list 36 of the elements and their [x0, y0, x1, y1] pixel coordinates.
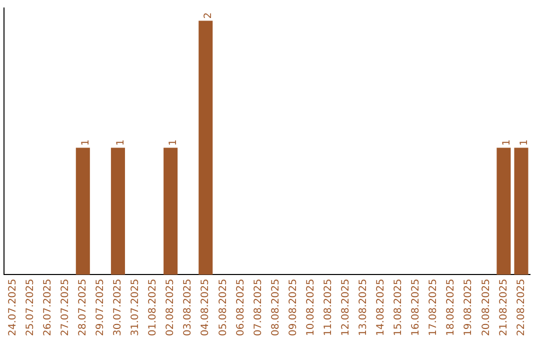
x-tick-label: 26.07.2025 — [42, 278, 54, 336]
x-tick-label: 08.08.2025 — [270, 278, 282, 336]
x-tick-label: 07.08.2025 — [252, 278, 264, 336]
x-tick-label: 05.08.2025 — [218, 278, 229, 336]
x-tick-label: 22.08.2025 — [516, 278, 527, 336]
data-label: 1 — [168, 139, 180, 146]
data-label: 1 — [501, 139, 512, 146]
x-tick-label: 31.07.2025 — [130, 278, 142, 336]
data-label: 1 — [518, 139, 530, 146]
x-tick-label: 10.08.2025 — [305, 278, 316, 336]
x-tick-label: 20.08.2025 — [480, 278, 492, 336]
x-tick-label: 30.07.2025 — [112, 278, 124, 336]
x-tick-label: 02.08.2025 — [165, 278, 176, 336]
x-tick-label: 28.07.2025 — [77, 278, 88, 336]
x-tick-label: 01.08.2025 — [148, 278, 159, 336]
x-tick-label: 29.07.2025 — [95, 278, 106, 336]
x-tick-label: 15.08.2025 — [393, 278, 404, 336]
x-tick-label: 18.08.2025 — [446, 278, 457, 336]
x-tick-label: 13.08.2025 — [358, 278, 370, 336]
x-tick-label: 14.08.2025 — [376, 278, 387, 336]
data-label: 1 — [80, 139, 92, 146]
x-tick-label: 04.08.2025 — [200, 278, 212, 336]
x-tick-label: 03.08.2025 — [182, 278, 194, 336]
x-tick-label: 21.08.2025 — [498, 278, 510, 336]
data-label: 2 — [203, 12, 214, 19]
x-tick-label: 24.07.2025 — [7, 278, 18, 336]
x-tick-label: 11.08.2025 — [322, 278, 334, 336]
x-tick-label: 19.08.2025 — [463, 278, 474, 336]
x-tick-label: 12.08.2025 — [340, 278, 352, 336]
x-tick-label: 27.07.2025 — [60, 278, 71, 336]
data-label: 1 — [116, 139, 127, 146]
x-tick-label: 16.08.2025 — [410, 278, 422, 336]
x-tick-label: 06.08.2025 — [235, 278, 246, 336]
x-tick-label: 25.07.2025 — [24, 278, 36, 336]
x-tick-label: 17.08.2025 — [428, 278, 440, 336]
x-tick-label: 09.08.2025 — [288, 278, 299, 336]
